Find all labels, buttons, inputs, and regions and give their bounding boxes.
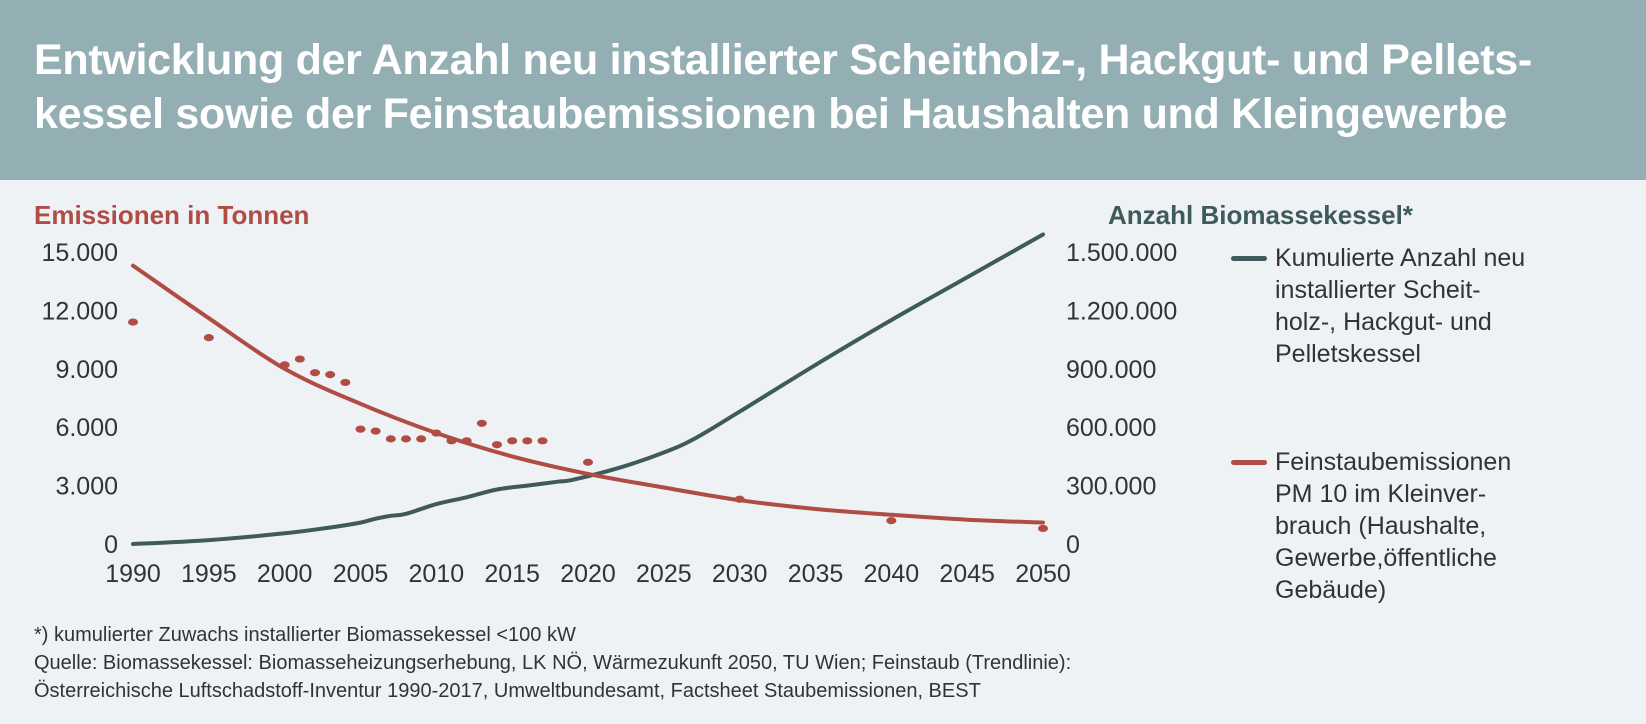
emissions-data-point: [431, 429, 442, 437]
title-banner: Entwicklung der Anzahl neu installierter…: [0, 0, 1646, 180]
x-tick-label: 2030: [712, 560, 768, 588]
x-tick-label: 2025: [636, 560, 692, 588]
y-left-tick-label: 0: [104, 531, 118, 559]
y-left-tick-label: 3.000: [55, 473, 118, 501]
y-left-tick-label: 15.000: [42, 239, 118, 267]
legend-label-boilers: Kumulierte Anzahl neu installierter Sche…: [1275, 244, 1526, 368]
y-right-tick-label: 0: [1066, 531, 1080, 559]
emissions-data-point: [279, 361, 290, 369]
y-right-tick-label: 600.000: [1066, 414, 1156, 442]
legend-label-emissions: Feinstaubemissionen PM 10 im Kleinver- b…: [1275, 448, 1512, 604]
boilers-series-line: [131, 232, 1045, 546]
emissions-data-point: [340, 378, 351, 387]
footnote-source-2: Österreichische Luftschadstoff-Inventur …: [34, 680, 981, 702]
right-axis-title: Anzahl Biomassekessel*: [1108, 200, 1413, 230]
legend-swatch-emissions: [1231, 460, 1267, 465]
x-tick-label: 1995: [181, 560, 237, 588]
emissions-series-line: [131, 263, 1045, 525]
x-tick-label: 2040: [864, 560, 920, 588]
left-axis-title: Emissionen in Tonnen: [34, 200, 310, 230]
emissions-data-point: [203, 334, 214, 342]
emissions-data-point: [370, 427, 381, 435]
emissions-data-point: [886, 517, 897, 525]
emissions-data-point: [492, 441, 502, 449]
chart-title-line-2: kessel sowie der Feinstaubemissionen bei…: [34, 90, 1508, 138]
y-right-tick-label: 300.000: [1066, 473, 1156, 501]
emissions-data-point: [537, 437, 548, 445]
emissions-data-point: [522, 437, 533, 445]
x-tick-label: 2020: [560, 560, 616, 588]
legend-swatch-boilers: [1231, 256, 1267, 261]
x-tick-label: 2050: [1015, 560, 1071, 588]
chart-title-line-1: Entwicklung der Anzahl neu installierter…: [34, 36, 1532, 84]
emissions-data-point: [401, 435, 411, 443]
emissions-data-point: [476, 419, 487, 427]
emissions-data-point: [461, 437, 472, 445]
emissions-data-point: [507, 437, 518, 445]
legend-item-emissions: Feinstaubemissionen PM 10 im Kleinver- b…: [1231, 446, 1565, 606]
emissions-data-point: [385, 435, 396, 443]
emissions-data-point: [128, 318, 138, 326]
x-tick-label: 2005: [333, 560, 389, 588]
x-tick-label: 2000: [257, 560, 313, 588]
x-tick-label: 2015: [484, 560, 540, 588]
y-left-tick-label: 9.000: [55, 356, 118, 384]
x-tick-label: 2045: [939, 560, 995, 588]
emissions-data-point: [294, 355, 305, 363]
emissions-data-point: [416, 435, 427, 443]
footnote-source-1: Quelle: Biomassekessel: Biomasseheizungs…: [34, 652, 1072, 674]
x-tick-label: 2035: [788, 560, 844, 588]
emissions-data-point: [325, 371, 336, 379]
y-left-tick-label: 6.000: [55, 414, 118, 442]
x-tick-label: 1990: [105, 560, 161, 588]
legend-item-boilers: Kumulierte Anzahl neu installierter Sche…: [1231, 242, 1565, 370]
y-right-tick-label: 1.200.000: [1066, 297, 1177, 325]
y-left-tick-label: 12.000: [42, 297, 118, 325]
emissions-data-point: [734, 495, 745, 503]
emissions-data-point: [1038, 524, 1048, 533]
y-right-tick-label: 1.500.000: [1066, 239, 1177, 267]
y-right-tick-label: 900.000: [1066, 356, 1156, 384]
x-tick-label: 2010: [409, 560, 465, 588]
emissions-data-point: [583, 458, 593, 466]
footnote-asterisk: *) kumulierter Zuwachs installierter Bio…: [34, 624, 576, 646]
emissions-data-point: [310, 369, 320, 377]
emissions-data-point: [446, 437, 457, 445]
emissions-data-point: [355, 425, 366, 433]
